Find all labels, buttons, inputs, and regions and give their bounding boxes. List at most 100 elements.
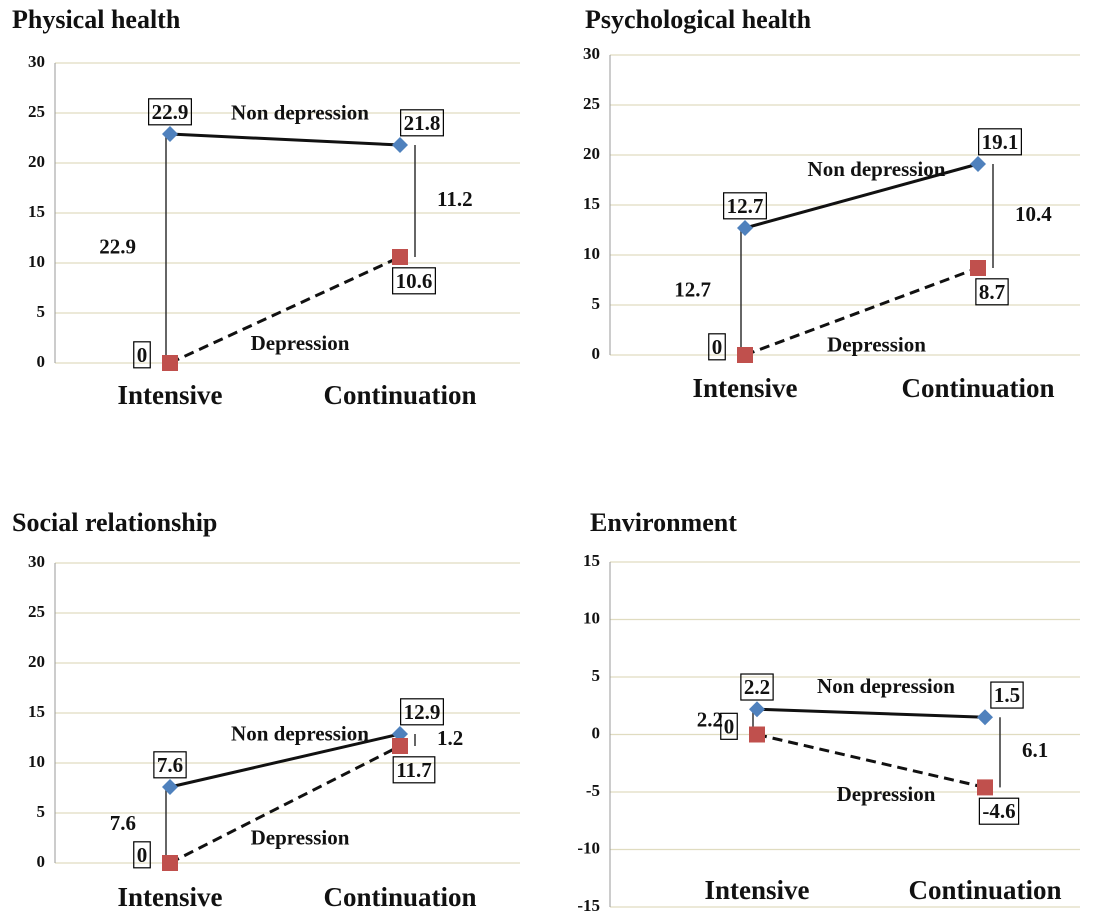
y-tick-label: 5 [592,294,601,313]
y-tick-label: 30 [28,52,45,71]
value-label-box [133,841,151,869]
series-line [169,255,401,365]
value-label-box [990,681,1024,709]
y-tick-label: 30 [28,552,45,571]
marker [737,347,753,363]
marker [749,726,765,743]
marker [392,738,408,754]
value-label: 11.7 [396,758,432,782]
series-line [744,162,979,230]
marker [970,260,986,276]
marker [970,156,986,172]
x-tick-label: Continuation [323,882,476,912]
y-tick-label: 20 [583,144,600,163]
difference-label: 22.9 [99,234,136,258]
marker [749,701,765,718]
x-tick-label: Continuation [323,380,476,410]
difference-label: 10.4 [1015,202,1052,226]
y-tick-label: 15 [28,202,45,221]
x-tick-label: Intensive [117,380,222,410]
y-tick-label: 10 [583,244,600,263]
difference-label: 1.2 [437,726,463,750]
chart-title: Psychological health [585,5,812,34]
value-label: 8.7 [979,280,1005,304]
y-tick-label: 10 [28,252,45,271]
series-name: Non depression [231,100,369,124]
y-tick-label: 25 [28,102,45,121]
series-name: Depression [827,332,926,356]
value-label-box [392,756,436,784]
marker [737,220,753,236]
value-label: 0 [724,714,735,738]
value-label-box [978,797,1020,825]
series-line [756,707,986,719]
chart-title: Social relationship [12,508,217,537]
y-tick-label: 15 [583,194,600,213]
value-label: 21.8 [404,111,441,135]
y-tick-label: 5 [592,666,601,685]
value-label: 2.2 [744,675,770,699]
series-line [169,744,401,865]
y-tick-label: -10 [577,838,600,857]
value-label-box [153,751,187,779]
x-tick-label: Continuation [908,875,1061,905]
value-label-box [133,341,151,369]
value-label-box [740,673,774,701]
y-tick-label: -5 [586,781,600,800]
marker [162,855,178,871]
difference-label: 2.2 [697,708,723,732]
value-label: 12.7 [727,194,764,218]
value-label-box [975,278,1009,306]
marker [977,779,993,796]
y-tick-label: 10 [583,608,600,627]
marker [977,709,993,726]
series-name: Depression [251,331,350,355]
series-line [756,733,986,789]
value-label-box [708,333,726,361]
difference-label: 12.7 [674,277,711,301]
y-tick-label: 0 [592,723,601,742]
marker [162,126,178,142]
series-line [744,266,979,357]
difference-label: 11.2 [437,187,473,211]
y-tick-label: 15 [583,551,600,570]
value-label: 7.6 [157,753,183,777]
series-name: Non depression [817,674,955,698]
series-name: Depression [251,825,350,849]
y-tick-label: 30 [583,44,600,63]
series-name: Non depression [231,721,369,745]
x-tick-label: Intensive [692,373,797,403]
value-label: 0 [137,343,148,367]
y-tick-label: -15 [577,896,600,915]
value-label: 1.5 [994,683,1020,707]
series-name: Depression [837,782,936,806]
difference-label: 7.6 [110,811,136,835]
y-tick-label: 0 [592,344,601,363]
chart-title: Environment [590,508,737,537]
x-tick-label: Continuation [901,373,1054,403]
value-label: 12.9 [404,700,441,724]
y-tick-label: 0 [37,352,46,371]
value-label: -4.6 [982,799,1015,823]
x-tick-label: Intensive [704,875,809,905]
series-name: Non depression [808,157,946,181]
chart-title: Physical health [12,5,181,34]
y-tick-label: 20 [28,652,45,671]
y-tick-label: 15 [28,702,45,721]
value-label: 22.9 [152,100,189,124]
marker [162,355,178,371]
value-label: 19.1 [982,130,1019,154]
y-tick-label: 0 [37,852,46,871]
value-label-box [723,192,767,220]
value-label-box [148,98,192,126]
y-tick-label: 5 [37,302,46,321]
value-label-box [400,698,444,726]
marker [162,779,178,795]
value-label-box [720,712,738,740]
y-tick-label: 10 [28,752,45,771]
value-label-box [400,109,444,137]
marker [392,137,408,153]
y-tick-label: 20 [28,152,45,171]
x-tick-label: Intensive [117,882,222,912]
